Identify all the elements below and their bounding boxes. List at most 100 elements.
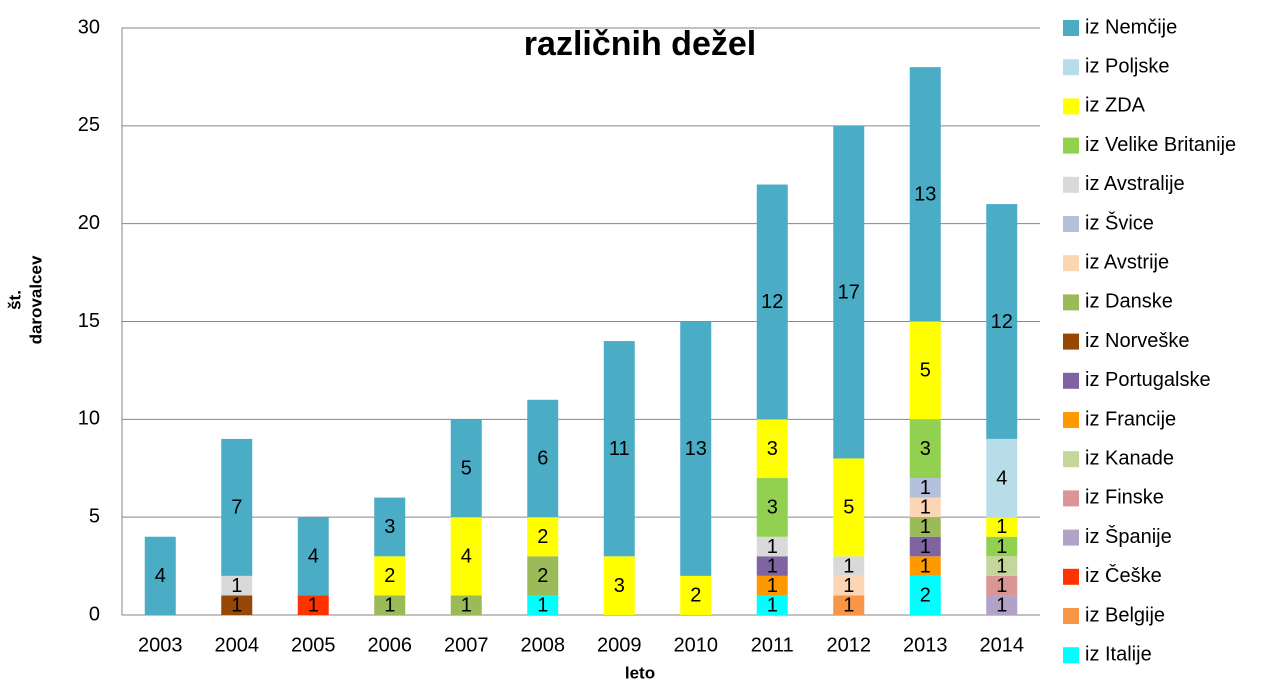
data-label: 2 bbox=[920, 585, 931, 607]
bar-segment bbox=[909, 556, 941, 576]
bar-segment bbox=[986, 556, 1018, 576]
x-tick-label: 2005 bbox=[291, 634, 336, 656]
data-label: 3 bbox=[767, 497, 778, 519]
bar-segment bbox=[833, 125, 865, 459]
y-tick-label: 5 bbox=[89, 505, 100, 527]
data-label: 1 bbox=[920, 497, 931, 519]
data-label: 11 bbox=[609, 438, 630, 460]
legend-swatch bbox=[1063, 333, 1079, 350]
y-tick-label: 25 bbox=[78, 114, 100, 136]
data-label: 12 bbox=[761, 291, 783, 313]
data-label: 2 bbox=[384, 565, 395, 587]
bar-segment bbox=[527, 556, 559, 596]
data-label: 4 bbox=[996, 467, 1007, 489]
legend-swatch bbox=[1063, 529, 1079, 546]
legend-swatch bbox=[1063, 137, 1079, 154]
legend-label: iz Belgije bbox=[1085, 604, 1165, 626]
bar-segment bbox=[909, 419, 941, 479]
bar-segment bbox=[680, 321, 712, 576]
data-label: 6 bbox=[537, 448, 548, 470]
x-tick-label: 2003 bbox=[138, 634, 183, 656]
data-label: 5 bbox=[920, 360, 931, 382]
data-label: 4 bbox=[308, 546, 319, 568]
bar-segment bbox=[909, 321, 941, 420]
bar-segment bbox=[221, 438, 253, 576]
bar-segment bbox=[756, 556, 788, 576]
bar-segment bbox=[374, 556, 406, 596]
legend-label: iz Finske bbox=[1085, 487, 1164, 509]
data-label: 1 bbox=[384, 594, 395, 616]
legend-label: iz Avstralije bbox=[1085, 173, 1185, 195]
data-label: 1 bbox=[767, 555, 778, 577]
data-label: 1 bbox=[537, 594, 548, 616]
legend-swatch bbox=[1063, 59, 1079, 76]
bar-segment bbox=[986, 204, 1018, 439]
data-label: 2 bbox=[537, 526, 548, 548]
legend-swatch bbox=[1063, 20, 1079, 36]
data-label: 1 bbox=[231, 575, 242, 597]
x-tick-label: 2014 bbox=[980, 634, 1025, 656]
bar-segment bbox=[450, 517, 482, 596]
bar-segment bbox=[833, 458, 865, 557]
bar-segment bbox=[756, 478, 788, 537]
x-tick-label: 2010 bbox=[674, 634, 719, 656]
data-label: 3 bbox=[384, 516, 395, 538]
bar-segment bbox=[833, 575, 865, 596]
legend-label: iz Portugalske bbox=[1085, 369, 1211, 391]
bar-segment bbox=[909, 478, 941, 498]
bar-segment bbox=[756, 575, 788, 596]
data-label: 1 bbox=[461, 594, 472, 616]
legend-swatch bbox=[1063, 294, 1079, 311]
data-label: 1 bbox=[920, 477, 931, 499]
bar-segment bbox=[833, 556, 865, 576]
data-label: 13 bbox=[685, 438, 707, 460]
bar-segment bbox=[680, 575, 712, 615]
chart-title: različnih dežel bbox=[524, 25, 756, 63]
bar-segment bbox=[527, 399, 559, 518]
bar-segment bbox=[756, 536, 788, 557]
legend-label: iz Češke bbox=[1085, 564, 1162, 587]
legend-swatch bbox=[1063, 490, 1079, 507]
data-label: 1 bbox=[231, 594, 242, 616]
x-axis-label: leto bbox=[625, 663, 655, 682]
data-label: 7 bbox=[231, 497, 242, 519]
data-label: 1 bbox=[843, 575, 854, 597]
legend-swatch bbox=[1063, 451, 1079, 468]
legend-swatch bbox=[1063, 372, 1079, 389]
legend-swatch bbox=[1063, 176, 1079, 193]
bar-segment bbox=[833, 595, 865, 615]
data-label: 3 bbox=[920, 438, 931, 460]
data-label: 4 bbox=[461, 546, 472, 568]
data-label: 1 bbox=[843, 594, 854, 616]
bar-segment bbox=[603, 556, 635, 615]
y-tick-label: 30 bbox=[78, 16, 100, 38]
x-tick-label: 2007 bbox=[444, 634, 489, 656]
bar-segment bbox=[297, 595, 329, 615]
bar-segment bbox=[756, 184, 788, 420]
data-label: 2 bbox=[537, 565, 548, 587]
data-label: 1 bbox=[767, 536, 778, 558]
bar-segment bbox=[450, 419, 482, 518]
bar-segment bbox=[297, 517, 329, 596]
legend-label: iz Španije bbox=[1085, 525, 1172, 548]
bar-segment bbox=[909, 536, 941, 557]
legend-label: iz Avstrije bbox=[1085, 251, 1169, 273]
legend-swatch bbox=[1063, 412, 1079, 428]
bar-segment bbox=[909, 517, 941, 537]
data-label: 2 bbox=[690, 585, 701, 607]
bar-segment bbox=[909, 497, 941, 518]
y-axis-label: št. bbox=[5, 290, 24, 310]
y-tick-label: 20 bbox=[78, 212, 100, 234]
bar-segment bbox=[374, 497, 406, 557]
data-label: 1 bbox=[767, 594, 778, 616]
legend-swatch bbox=[1063, 216, 1079, 232]
data-label: 1 bbox=[996, 516, 1007, 538]
data-label: 1 bbox=[843, 555, 854, 577]
legend-swatch bbox=[1063, 255, 1079, 272]
legend-swatch bbox=[1063, 647, 1079, 664]
x-tick-label: 2006 bbox=[368, 634, 413, 656]
y-tick-label: 0 bbox=[89, 603, 100, 625]
legend-label: iz Francije bbox=[1085, 408, 1176, 430]
legend-swatch bbox=[1063, 98, 1079, 115]
x-tick-label: 2004 bbox=[215, 634, 260, 656]
